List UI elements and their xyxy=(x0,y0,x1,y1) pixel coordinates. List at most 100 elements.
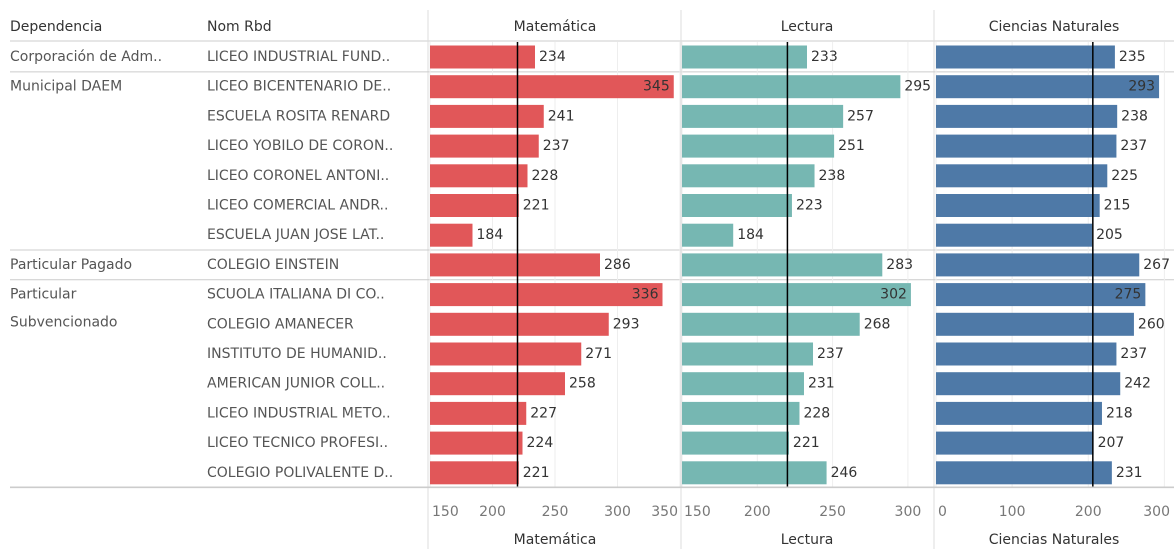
bar xyxy=(936,223,1093,247)
group-label: Particular xyxy=(10,287,77,303)
x-tick-label: 350 xyxy=(651,504,678,520)
row-label: SCUOLA ITALIANA DI CO.. xyxy=(207,287,385,303)
value-label: 267 xyxy=(1143,257,1170,273)
bar xyxy=(682,253,883,277)
row-label: ESCUELA JUAN JOSE LAT.. xyxy=(207,227,384,243)
value-label: 283 xyxy=(886,257,913,273)
x-tick-label: 150 xyxy=(432,504,459,520)
bar xyxy=(430,372,565,396)
x-tick-label: 150 xyxy=(684,504,711,520)
x-tick-label: 300 xyxy=(895,504,922,520)
value-label: 231 xyxy=(1116,465,1143,481)
bar xyxy=(430,223,473,247)
value-label: 257 xyxy=(847,108,874,124)
value-label: 237 xyxy=(1120,346,1147,362)
bar xyxy=(936,194,1100,217)
value-label: 221 xyxy=(523,465,550,481)
value-label: 215 xyxy=(1104,198,1131,214)
value-label: 233 xyxy=(811,49,838,65)
bar xyxy=(682,372,804,396)
bar xyxy=(682,283,911,307)
bar xyxy=(430,312,609,336)
value-label: 235 xyxy=(1119,49,1146,65)
bar xyxy=(430,283,663,307)
bar xyxy=(682,164,815,188)
group-label: Corporación de Adm.. xyxy=(10,49,162,65)
bar xyxy=(936,134,1117,158)
x-tick-label: 200 xyxy=(744,504,771,520)
bar xyxy=(936,342,1117,366)
bar xyxy=(936,164,1108,188)
x-tick-label: 0 xyxy=(938,504,947,520)
value-label: 258 xyxy=(569,376,596,392)
value-label: 234 xyxy=(539,49,566,65)
value-label: 184 xyxy=(477,227,504,243)
bar xyxy=(682,45,807,69)
value-label: 293 xyxy=(613,316,640,332)
bar xyxy=(936,401,1102,425)
bar xyxy=(936,75,1160,99)
value-label: 228 xyxy=(532,168,559,184)
value-label: 218 xyxy=(1106,405,1133,421)
value-label: 241 xyxy=(548,108,575,124)
value-label: 231 xyxy=(808,376,835,392)
bar xyxy=(682,342,814,366)
value-label: 184 xyxy=(737,227,764,243)
x-tick-label: 250 xyxy=(819,504,846,520)
x-tick-label: 300 xyxy=(1143,504,1170,520)
row-label: LICEO YOBILO DE CORON.. xyxy=(207,138,393,154)
value-label: 237 xyxy=(1120,138,1147,154)
value-label: 271 xyxy=(585,346,612,362)
row-label: LICEO CORONEL ANTONI.. xyxy=(207,168,389,184)
group-label: Particular Pagado xyxy=(10,257,132,273)
bar xyxy=(936,104,1118,128)
panel-title: Ciencias Naturales xyxy=(989,19,1120,35)
bar xyxy=(430,401,527,425)
x-tick-label: 200 xyxy=(479,504,506,520)
column-header: Dependencia xyxy=(10,19,102,35)
value-label: 205 xyxy=(1096,227,1123,243)
bar xyxy=(936,312,1134,336)
x-tick-label: 300 xyxy=(604,504,631,520)
row-label: COLEGIO POLIVALENTE D.. xyxy=(207,465,393,481)
value-label: 286 xyxy=(604,257,631,273)
row-label: LICEO INDUSTRIAL METO.. xyxy=(207,405,391,421)
bar xyxy=(682,194,792,217)
axis-title: Lectura xyxy=(781,532,834,548)
bar xyxy=(936,372,1121,396)
bar xyxy=(430,134,539,158)
bar xyxy=(682,401,800,425)
bar xyxy=(430,431,523,455)
value-label: 242 xyxy=(1124,376,1151,392)
row-label: AMERICAN JUNIOR COLL.. xyxy=(207,376,385,392)
panel-title: Matemática xyxy=(514,19,597,35)
bar xyxy=(936,461,1112,485)
group-label: Municipal DAEM xyxy=(10,79,122,95)
row-label: ESCUELA ROSITA RENARD xyxy=(207,108,390,124)
bar xyxy=(430,461,519,485)
value-label: 207 xyxy=(1098,435,1125,451)
x-tick-label: 250 xyxy=(542,504,569,520)
row-label: LICEO TECNICO PROFESI.. xyxy=(207,435,388,451)
value-label: 268 xyxy=(864,316,891,332)
row-label: LICEO BICENTENARIO DE.. xyxy=(207,79,391,95)
row-label: LICEO INDUSTRIAL FUND.. xyxy=(207,49,390,65)
row-label: LICEO COMERCIAL ANDR.. xyxy=(207,198,388,214)
group-label: Subvencionado xyxy=(10,315,117,331)
x-tick-label: 100 xyxy=(999,504,1026,520)
bar xyxy=(936,45,1115,69)
bar xyxy=(430,342,582,366)
panel-title: Lectura xyxy=(781,19,834,35)
axis-title: Ciencias Naturales xyxy=(989,532,1120,548)
value-label: 238 xyxy=(819,168,846,184)
bar xyxy=(430,253,600,277)
value-label: 221 xyxy=(523,198,550,214)
value-label: 223 xyxy=(796,198,823,214)
row-label: COLEGIO AMANECER xyxy=(207,316,354,332)
bar xyxy=(682,134,835,158)
value-label: 221 xyxy=(793,435,820,451)
bar xyxy=(682,461,827,485)
axis-title: Matemática xyxy=(514,532,597,548)
bar xyxy=(682,75,901,99)
value-label: 260 xyxy=(1138,316,1165,332)
